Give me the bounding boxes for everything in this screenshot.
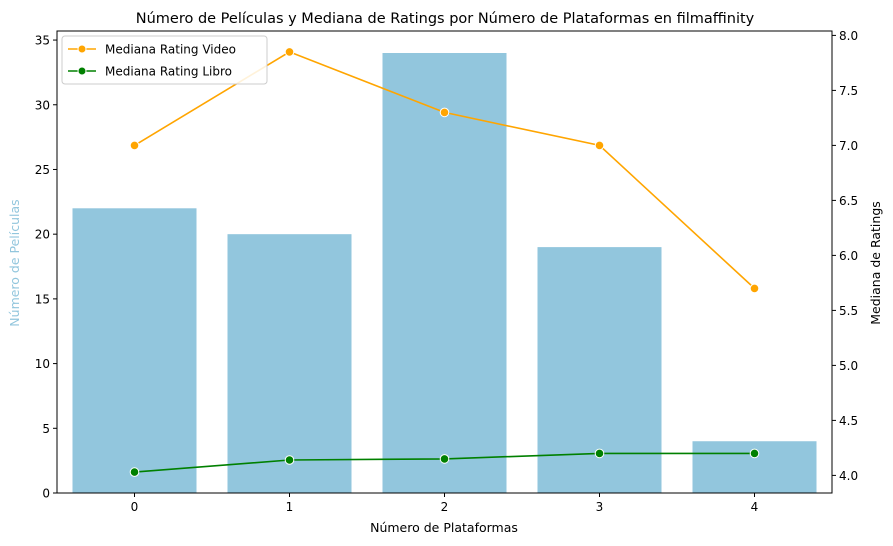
point-series-1-4 <box>749 448 760 459</box>
y-tick-label-right-5.0: 5.0 <box>839 359 858 373</box>
x-tick-label-4: 4 <box>751 500 759 514</box>
point-series-1-2 <box>439 454 450 464</box>
point-series-0-2 <box>439 107 450 118</box>
point-series-0-0 <box>129 140 140 151</box>
y-tick-label-left-35: 35 <box>35 34 50 48</box>
bar-2 <box>382 53 507 493</box>
y-tick-label-left-15: 15 <box>35 292 50 306</box>
point-series-1-0 <box>129 467 140 477</box>
legend-label-0: Mediana Rating Video <box>105 43 236 57</box>
x-tick-label-0: 0 <box>131 500 139 514</box>
point-series-0-4 <box>749 283 760 294</box>
legend-label-1: Mediana Rating Libro <box>105 65 232 79</box>
legend-marker-1 <box>77 66 87 76</box>
y-tick-label-left-10: 10 <box>35 357 50 371</box>
y-tick-label-right-4.0: 4.0 <box>839 469 858 483</box>
x-axis-label: Número de Plataformas <box>370 520 518 535</box>
chart-title: Número de Películas y Mediana de Ratings… <box>136 11 755 27</box>
bar-1 <box>227 234 352 494</box>
legend-box <box>61 35 268 85</box>
y-axis-label-right: Mediana de Ratings <box>868 201 883 325</box>
x-tick-label-2: 2 <box>441 500 449 514</box>
bar-0 <box>72 208 197 493</box>
point-series-0-1 <box>284 47 295 57</box>
x-tick-label-3: 3 <box>596 500 604 514</box>
legend-marker-0 <box>77 44 87 54</box>
y-tick-label-right-8.0: 8.0 <box>839 29 858 43</box>
y-tick-label-left-0: 0 <box>42 487 50 501</box>
x-tick-label-1: 1 <box>286 500 294 514</box>
axes-layer: 0 1 2 3 4 0 5 10 15 20 25 30 35 4.0 4.5 5.0 5.5 6.0 6.5 7.0… <box>35 29 858 514</box>
y-tick-label-right-5.5: 5.5 <box>839 304 858 318</box>
y-tick-label-left-25: 25 <box>35 163 50 177</box>
legend: Mediana Rating Video Mediana Rating Libro <box>61 35 268 85</box>
y-tick-label-right-4.5: 4.5 <box>839 414 858 428</box>
y-axis-label-left: Número de Películas <box>7 199 22 326</box>
y-tick-label-right-6.0: 6.0 <box>839 249 858 263</box>
y-tick-label-left-20: 20 <box>35 228 50 242</box>
bars-layer <box>72 53 817 494</box>
point-series-1-3 <box>594 448 605 459</box>
point-series-1-1 <box>284 455 295 465</box>
point-series-0-3 <box>594 140 605 151</box>
y-tick-label-right-7.0: 7.0 <box>839 139 858 153</box>
y-tick-label-left-5: 5 <box>42 422 50 436</box>
y-tick-label-right-7.5: 7.5 <box>839 84 858 98</box>
y-tick-label-left-30: 30 <box>35 98 50 112</box>
y-tick-label-right-6.5: 6.5 <box>839 194 858 208</box>
